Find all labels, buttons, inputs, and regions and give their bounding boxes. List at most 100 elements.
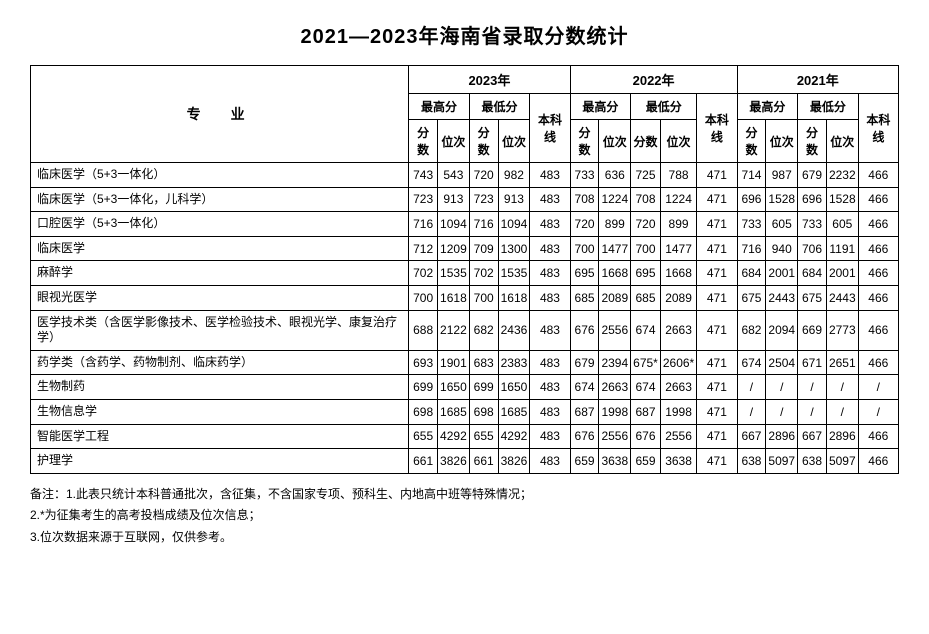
- cell-rank: 1535: [498, 261, 530, 286]
- cell-score: 733: [570, 163, 599, 188]
- cell-rank: 2606*: [660, 350, 696, 375]
- cell-baseline: 483: [530, 399, 570, 424]
- cell-score: 693: [409, 350, 438, 375]
- header-rank: 位次: [766, 120, 798, 163]
- cell-score: 685: [631, 285, 661, 310]
- table-row: 临床医学（5+3一体化，儿科学）723913723913483708122470…: [31, 187, 899, 212]
- header-rank: 位次: [660, 120, 696, 163]
- cell-rank: 1528: [766, 187, 798, 212]
- cell-baseline: 466: [858, 187, 898, 212]
- header-baseline: 本科线: [858, 94, 898, 163]
- cell-rank: 1535: [438, 261, 470, 286]
- cell-score: 674: [737, 350, 766, 375]
- cell-rank: 2556: [599, 310, 631, 350]
- cell-rank: 2896: [826, 424, 858, 449]
- cell-score: 684: [798, 261, 827, 286]
- cell-major: 医学技术类（含医学影像技术、医学检验技术、眼视光学、康复治疗学）: [31, 310, 409, 350]
- cell-rank: 2663: [599, 375, 631, 400]
- cell-score: 695: [631, 261, 661, 286]
- cell-rank: 605: [826, 212, 858, 237]
- cell-baseline: 483: [530, 285, 570, 310]
- cell-rank: 2089: [660, 285, 696, 310]
- cell-score: 682: [469, 310, 498, 350]
- cell-score: /: [737, 375, 766, 400]
- cell-score: 708: [570, 187, 599, 212]
- cell-rank: 2383: [498, 350, 530, 375]
- cell-score: 682: [737, 310, 766, 350]
- cell-score: 679: [798, 163, 827, 188]
- cell-score: 716: [469, 212, 498, 237]
- cell-score: 687: [570, 399, 599, 424]
- header-score: 分数: [570, 120, 599, 163]
- cell-score: 714: [737, 163, 766, 188]
- cell-rank: 1668: [660, 261, 696, 286]
- cell-score: 699: [409, 375, 438, 400]
- cell-rank: /: [766, 399, 798, 424]
- cell-score: 679: [570, 350, 599, 375]
- cell-rank: 1094: [438, 212, 470, 237]
- cell-score: 638: [798, 449, 827, 474]
- header-score: 分数: [737, 120, 766, 163]
- cell-major: 口腔医学（5+3一体化）: [31, 212, 409, 237]
- header-year-2023: 2023年: [409, 66, 570, 94]
- header-score: 分数: [409, 120, 438, 163]
- header-max: 最高分: [737, 94, 798, 120]
- cell-rank: 1224: [599, 187, 631, 212]
- table-row: 口腔医学（5+3一体化）7161094716109448372089972089…: [31, 212, 899, 237]
- cell-rank: 3638: [599, 449, 631, 474]
- cell-rank: 987: [766, 163, 798, 188]
- cell-rank: 1094: [498, 212, 530, 237]
- cell-baseline: 466: [858, 310, 898, 350]
- header-major: 专 业: [31, 66, 409, 163]
- cell-baseline: 483: [530, 449, 570, 474]
- cell-baseline: 483: [530, 163, 570, 188]
- cell-rank: 2504: [766, 350, 798, 375]
- cell-baseline: 471: [697, 236, 737, 261]
- cell-rank: 2001: [766, 261, 798, 286]
- header-year-2021: 2021年: [737, 66, 898, 94]
- cell-rank: 1477: [599, 236, 631, 261]
- cell-score: 700: [409, 285, 438, 310]
- cell-rank: 3638: [660, 449, 696, 474]
- cell-baseline: 471: [697, 424, 737, 449]
- cell-rank: 543: [438, 163, 470, 188]
- cell-rank: 2896: [766, 424, 798, 449]
- cell-baseline: 466: [858, 163, 898, 188]
- cell-baseline: /: [858, 399, 898, 424]
- cell-rank: 2089: [599, 285, 631, 310]
- cell-score: 659: [631, 449, 661, 474]
- cell-score: 674: [570, 375, 599, 400]
- cell-score: 688: [409, 310, 438, 350]
- cell-rank: 913: [438, 187, 470, 212]
- cell-rank: /: [766, 375, 798, 400]
- cell-score: 706: [798, 236, 827, 261]
- cell-baseline: 483: [530, 261, 570, 286]
- cell-rank: 788: [660, 163, 696, 188]
- cell-baseline: 483: [530, 187, 570, 212]
- cell-score: 671: [798, 350, 827, 375]
- cell-baseline: /: [858, 375, 898, 400]
- cell-score: 720: [570, 212, 599, 237]
- header-rank: 位次: [438, 120, 470, 163]
- cell-rank: 1528: [826, 187, 858, 212]
- cell-score: /: [798, 399, 827, 424]
- cell-rank: 5097: [826, 449, 858, 474]
- cell-rank: 1685: [438, 399, 470, 424]
- cell-baseline: 471: [697, 285, 737, 310]
- cell-baseline: 471: [697, 310, 737, 350]
- cell-baseline: 466: [858, 285, 898, 310]
- cell-rank: 3826: [438, 449, 470, 474]
- cell-rank: 899: [660, 212, 696, 237]
- cell-rank: /: [826, 375, 858, 400]
- cell-baseline: 471: [697, 350, 737, 375]
- cell-score: 676: [570, 310, 599, 350]
- header-rank: 位次: [498, 120, 530, 163]
- cell-major: 眼视光医学: [31, 285, 409, 310]
- cell-score: /: [737, 399, 766, 424]
- cell-score: 708: [631, 187, 661, 212]
- cell-score: 669: [798, 310, 827, 350]
- cell-rank: 2663: [660, 310, 696, 350]
- header-max: 最高分: [409, 94, 470, 120]
- cell-rank: 1224: [660, 187, 696, 212]
- header-rank: 位次: [826, 120, 858, 163]
